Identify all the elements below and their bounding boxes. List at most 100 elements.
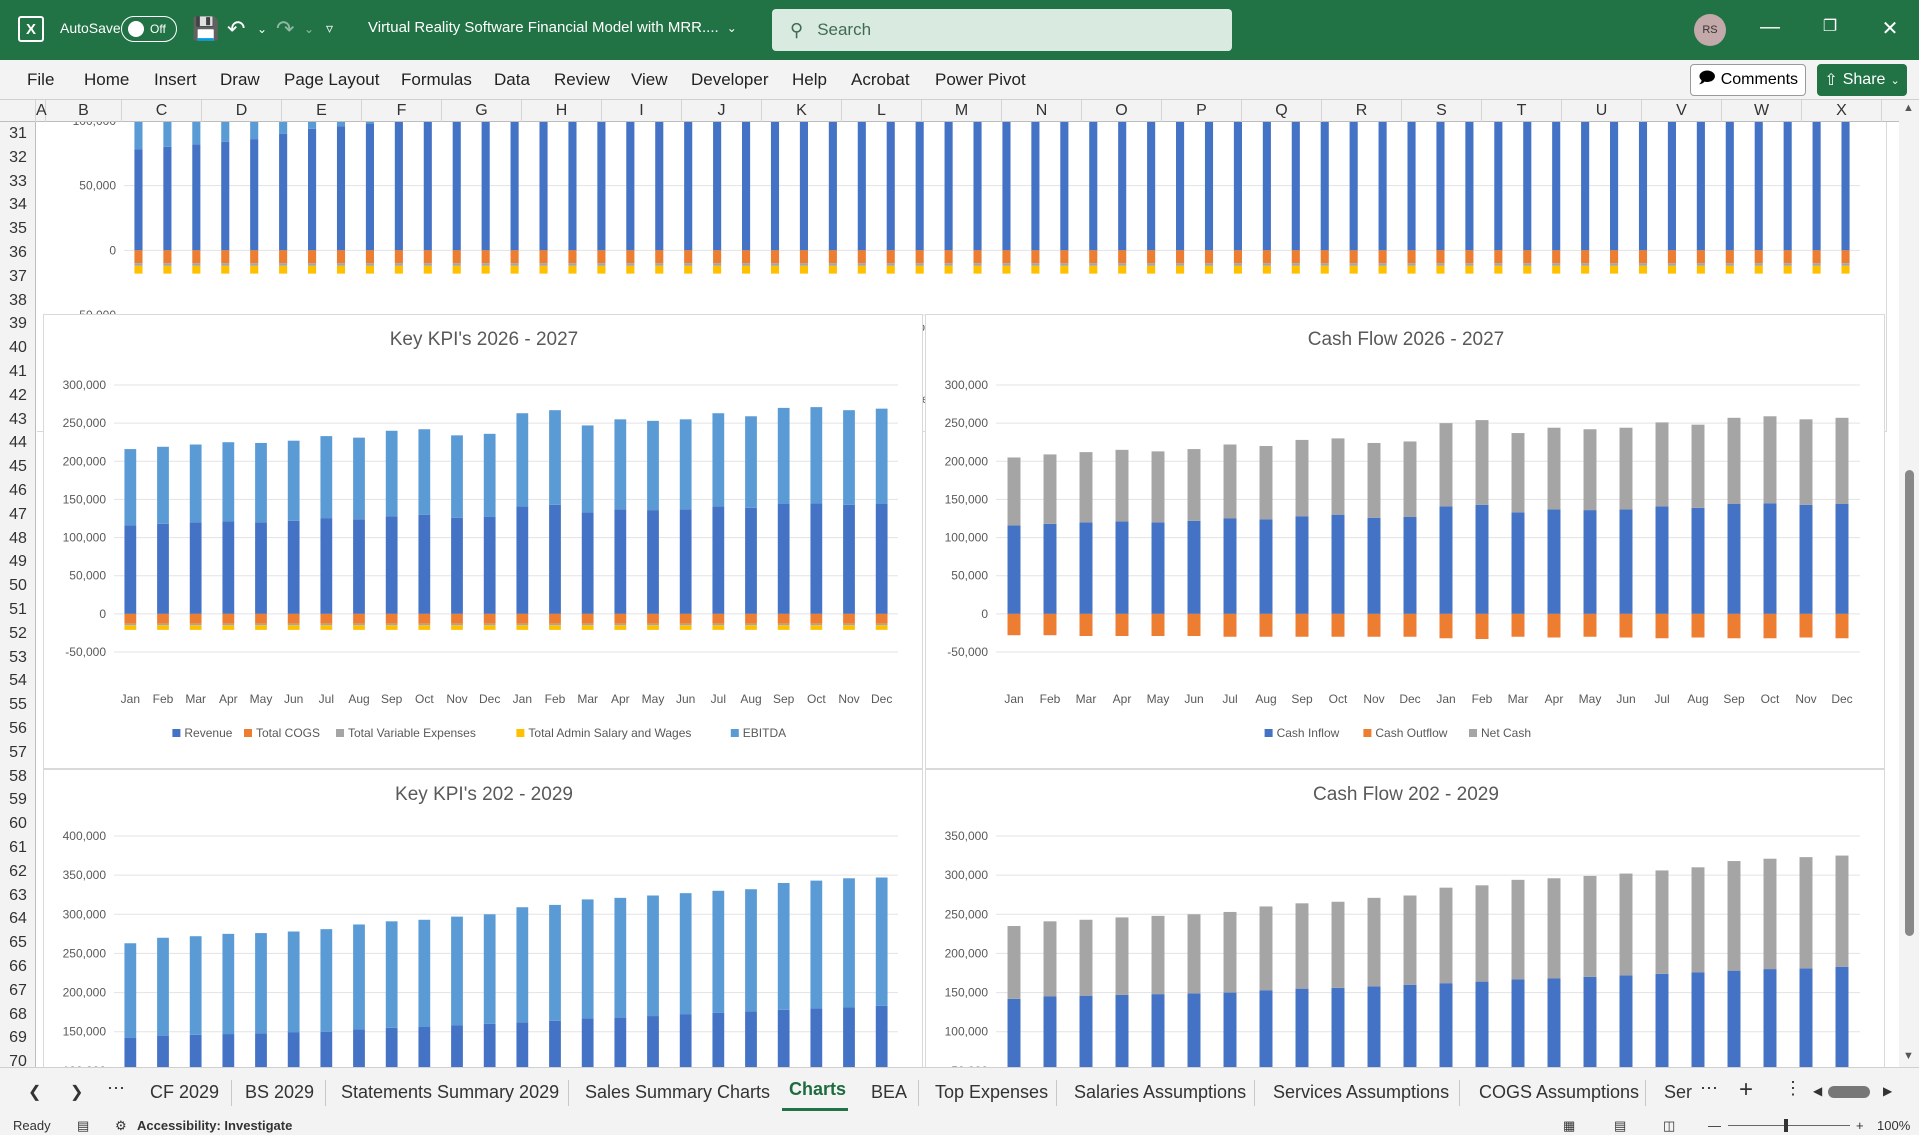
column-header-t[interactable]: T: [1482, 100, 1562, 122]
macro-record-icon[interactable]: ▤: [77, 1118, 90, 1133]
scroll-down-icon[interactable]: ▼: [1903, 1050, 1914, 1062]
accessibility-icon[interactable]: ⚙: [115, 1118, 127, 1133]
tab-scroll-left-icon[interactable]: ❮: [28, 1084, 42, 1101]
tab-ser[interactable]: Ser: [1664, 1082, 1693, 1102]
column-header-d[interactable]: D: [202, 100, 282, 122]
row-header[interactable]: 57: [9, 743, 27, 761]
row-header[interactable]: 49: [9, 553, 27, 571]
more-tabs-icon[interactable]: ⋯: [107, 1078, 125, 1098]
comments-button[interactable]: 🗩 Comments: [1690, 64, 1806, 96]
row-header[interactable]: 40: [9, 339, 27, 357]
select-all-corner[interactable]: [0, 100, 36, 122]
restore-icon[interactable]: ❐: [1822, 18, 1838, 35]
column-header-u[interactable]: U: [1562, 100, 1642, 122]
row-header[interactable]: 43: [9, 410, 27, 428]
menu-file[interactable]: File: [27, 70, 55, 89]
column-header-a[interactable]: A: [36, 100, 47, 122]
row-header[interactable]: 42: [9, 386, 27, 404]
row-header[interactable]: 48: [9, 529, 27, 547]
row-header[interactable]: 65: [9, 934, 27, 952]
row-header[interactable]: 70: [9, 1053, 27, 1067]
row-header[interactable]: 47: [9, 505, 27, 523]
tab-top-expenses[interactable]: Top Expenses: [935, 1082, 1049, 1102]
normal-view-icon[interactable]: ▦: [1563, 1118, 1576, 1133]
menu-home[interactable]: Home: [84, 70, 130, 89]
tab-services-assumptions[interactable]: Services Assumptions: [1273, 1082, 1450, 1102]
column-header-x[interactable]: X: [1802, 100, 1882, 122]
row-header[interactable]: 37: [9, 267, 27, 285]
row-header[interactable]: 44: [9, 434, 27, 452]
horizontal-scroll-thumb[interactable]: [1828, 1086, 1870, 1098]
search-input[interactable]: ⚲ Search: [772, 9, 1232, 51]
document-title[interactable]: Virtual Reality Software Financial Model…: [368, 19, 737, 36]
row-header[interactable]: 63: [9, 886, 27, 904]
row-header[interactable]: 53: [9, 648, 27, 666]
page-layout-view-icon[interactable]: ▤: [1614, 1118, 1627, 1133]
vertical-scrollbar[interactable]: ▲ ▼: [1899, 100, 1919, 1067]
column-header-e[interactable]: E: [282, 100, 362, 122]
kpi-2026-2027-chart[interactable]: Key KPI's 2026 - 2027 300,000 250,000 200,0…: [43, 314, 923, 769]
menu-page-layout[interactable]: Page Layout: [284, 70, 380, 89]
row-header[interactable]: 55: [9, 696, 27, 714]
tab-bs-2029[interactable]: BS 2029: [245, 1082, 315, 1102]
row-header[interactable]: 61: [9, 839, 27, 856]
tab-cogs-assumptions[interactable]: COGS Assumptions: [1479, 1082, 1640, 1102]
row-header[interactable]: 69: [9, 1029, 27, 1047]
row-header[interactable]: 39: [9, 315, 27, 333]
row-header[interactable]: 66: [9, 958, 27, 975]
row-header[interactable]: 50: [9, 577, 27, 595]
column-header-l[interactable]: L: [842, 100, 922, 122]
kpi-2029-chart[interactable]: Key KPI's 202 - 2029 400,000 350,000 300,00…: [43, 769, 923, 1067]
customize-toolbar-icon[interactable]: ▿: [326, 20, 334, 36]
row-header[interactable]: 46: [9, 482, 27, 499]
more-tabs-right-icon[interactable]: ⋯: [1700, 1078, 1718, 1098]
row-header[interactable]: 33: [9, 172, 27, 190]
row-header[interactable]: 52: [9, 624, 27, 642]
minimize-icon[interactable]: —: [1760, 16, 1780, 38]
row-header[interactable]: 67: [9, 981, 27, 999]
column-header-k[interactable]: K: [762, 100, 842, 122]
row-header[interactable]: 45: [9, 458, 27, 476]
zoom-slider-thumb[interactable]: [1784, 1119, 1788, 1132]
undo-icon[interactable]: ↶: [227, 16, 246, 41]
column-header-n[interactable]: N: [1002, 100, 1082, 122]
column-header-q[interactable]: Q: [1242, 100, 1322, 122]
row-header[interactable]: 68: [9, 1005, 27, 1023]
zoom-out-icon[interactable]: —: [1708, 1118, 1721, 1133]
row-header[interactable]: 56: [9, 720, 27, 737]
menu-review[interactable]: Review: [554, 70, 610, 89]
hscroll-right-icon[interactable]: ▶: [1883, 1084, 1893, 1098]
column-header-s[interactable]: S: [1402, 100, 1482, 122]
redo-icon[interactable]: ↷: [276, 16, 295, 41]
tab-salaries-assumptions[interactable]: Salaries Assumptions: [1074, 1082, 1247, 1102]
row-header[interactable]: 32: [9, 148, 27, 166]
column-header-i[interactable]: I: [602, 100, 682, 122]
tab-sales-summary-charts[interactable]: Sales Summary Charts: [585, 1082, 771, 1102]
row-header[interactable]: 62: [9, 862, 27, 880]
row-header[interactable]: 36: [9, 244, 27, 261]
row-header[interactable]: 35: [9, 220, 27, 238]
row-header[interactable]: 58: [9, 767, 27, 785]
menu-help[interactable]: Help: [792, 70, 827, 89]
row-header[interactable]: 59: [9, 791, 27, 809]
hscroll-left-icon[interactable]: ◀: [1813, 1084, 1823, 1098]
zoom-level[interactable]: 100%: [1877, 1118, 1911, 1133]
save-icon[interactable]: 💾: [192, 16, 220, 41]
add-sheet-icon[interactable]: +: [1739, 1076, 1754, 1103]
row-header[interactable]: 60: [9, 815, 27, 833]
menu-acrobat[interactable]: Acrobat: [851, 70, 910, 89]
column-header-c[interactable]: C: [122, 100, 202, 122]
avatar[interactable]: RS: [1694, 14, 1726, 46]
column-header-b[interactable]: B: [46, 100, 122, 122]
column-header-m[interactable]: M: [922, 100, 1002, 122]
menu-developer[interactable]: Developer: [691, 70, 769, 89]
menu-formulas[interactable]: Formulas: [401, 70, 472, 89]
share-button[interactable]: ⇧ Share ⌄: [1817, 64, 1907, 96]
page-break-view-icon[interactable]: ◫: [1663, 1118, 1676, 1133]
close-icon[interactable]: ✕: [1881, 18, 1899, 40]
row-header[interactable]: 38: [9, 291, 27, 309]
menu-insert[interactable]: Insert: [154, 70, 197, 89]
row-header[interactable]: 31: [9, 125, 27, 142]
zoom-in-icon[interactable]: +: [1856, 1118, 1864, 1133]
column-header-v[interactable]: V: [1642, 100, 1722, 122]
